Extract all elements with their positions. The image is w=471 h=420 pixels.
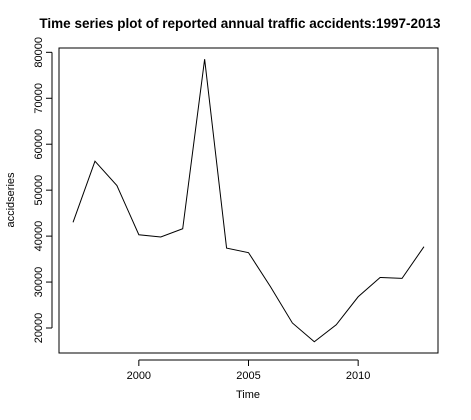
y-tick-label: 30000	[33, 267, 45, 298]
y-axis-label: accidseries	[5, 172, 17, 228]
x-tick-label: 2000	[127, 370, 151, 382]
chart-title: Time series plot of reported annual traf…	[39, 16, 441, 31]
y-axis: 20000 30000 40000 50000 60000 70000 80000	[33, 37, 53, 344]
y-tick-label: 70000	[33, 83, 45, 114]
x-tick-label: 2005	[236, 370, 260, 382]
plot-frame	[58, 47, 439, 354]
y-tick-label: 20000	[33, 313, 45, 344]
y-tick-label: 60000	[33, 129, 45, 160]
y-tick-label: 50000	[33, 175, 45, 206]
x-tick-label: 2010	[346, 370, 370, 382]
x-axis-label: Time	[236, 389, 260, 401]
y-tick-label: 40000	[33, 221, 45, 252]
series-line	[72, 59, 425, 343]
x-axis: 2000 2005 2010	[127, 359, 370, 382]
y-tick-label: 80000	[33, 37, 45, 68]
